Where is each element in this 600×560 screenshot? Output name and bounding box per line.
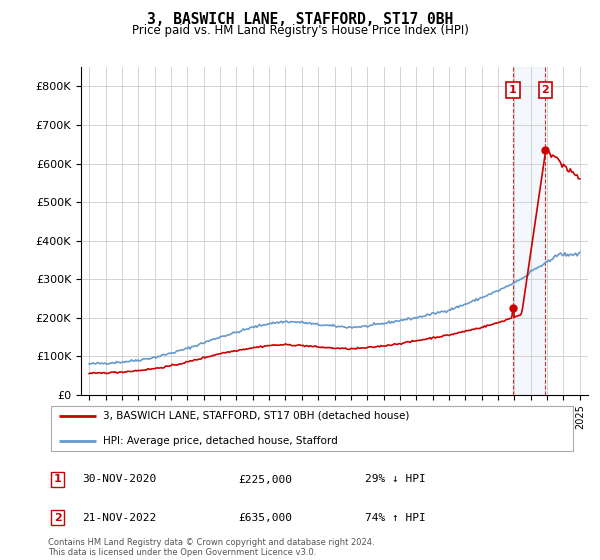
Text: HPI: Average price, detached house, Stafford: HPI: Average price, detached house, Staf… — [103, 436, 338, 446]
Text: 1: 1 — [53, 474, 61, 484]
Text: Contains HM Land Registry data © Crown copyright and database right 2024.
This d: Contains HM Land Registry data © Crown c… — [48, 538, 374, 557]
Bar — [513, 67, 545, 395]
Text: 1: 1 — [509, 85, 517, 95]
FancyBboxPatch shape — [50, 405, 574, 451]
Text: 3, BASWICH LANE, STAFFORD, ST17 0BH: 3, BASWICH LANE, STAFFORD, ST17 0BH — [147, 12, 453, 27]
Text: 2: 2 — [53, 512, 61, 522]
Text: £225,000: £225,000 — [238, 474, 292, 484]
Text: 21-NOV-2022: 21-NOV-2022 — [82, 512, 157, 522]
Text: 30-NOV-2020: 30-NOV-2020 — [82, 474, 157, 484]
Text: Price paid vs. HM Land Registry's House Price Index (HPI): Price paid vs. HM Land Registry's House … — [131, 24, 469, 37]
Text: 2: 2 — [542, 85, 550, 95]
Text: 3, BASWICH LANE, STAFFORD, ST17 0BH (detached house): 3, BASWICH LANE, STAFFORD, ST17 0BH (det… — [103, 411, 410, 421]
Text: 29% ↓ HPI: 29% ↓ HPI — [365, 474, 425, 484]
Text: 74% ↑ HPI: 74% ↑ HPI — [365, 512, 425, 522]
Text: £635,000: £635,000 — [238, 512, 292, 522]
